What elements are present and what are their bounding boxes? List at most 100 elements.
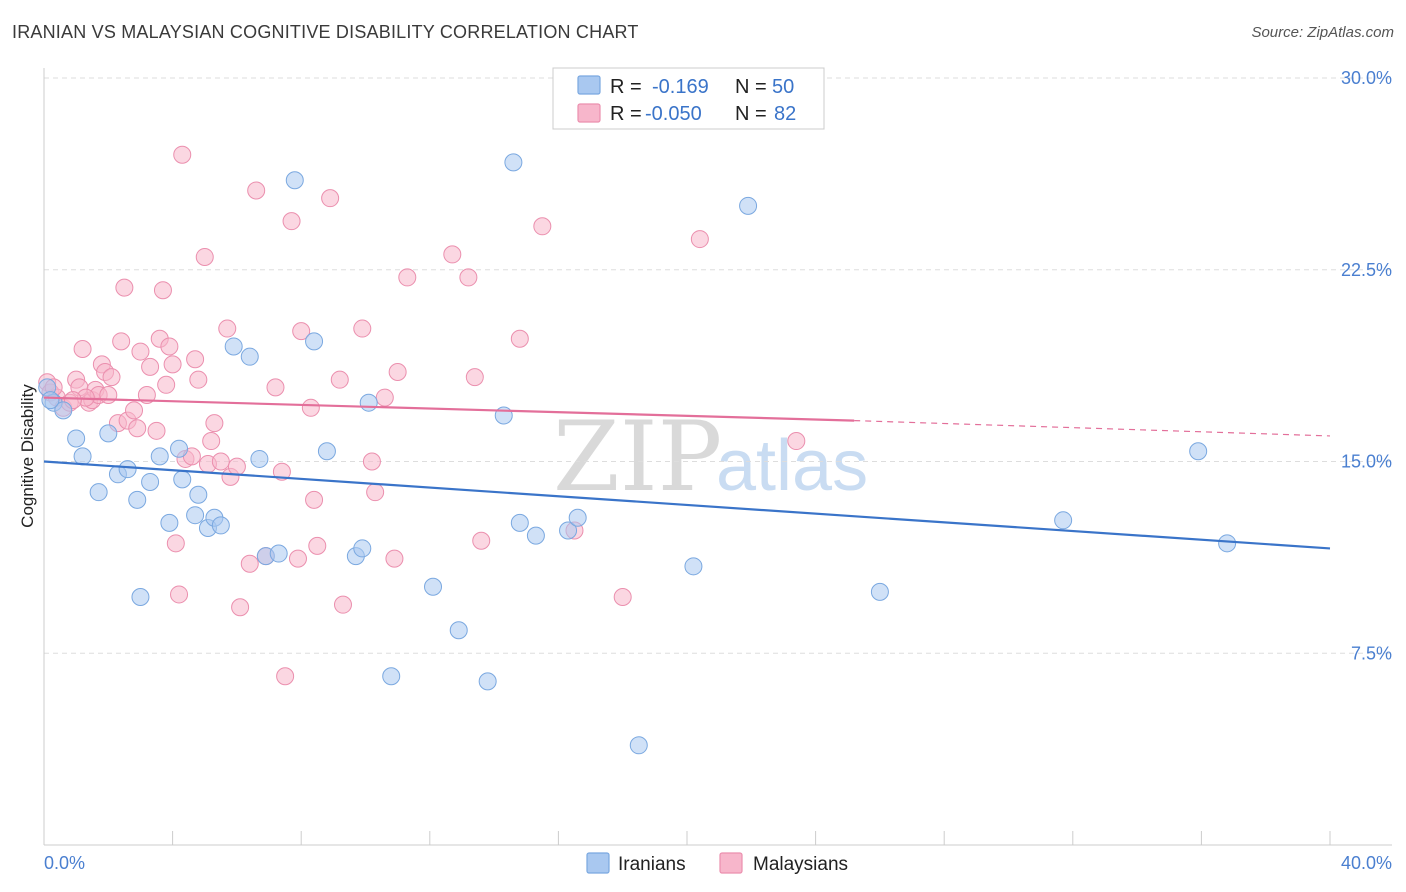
x-tick-label-min: 0.0% [44,853,85,873]
iranian-point [359,393,378,412]
malaysian-point [173,145,192,164]
watermark-zip: ZIP [553,401,722,513]
iranian-point [211,516,230,535]
iranian-point [118,460,137,479]
malaysian-point [305,490,324,509]
iranian-point [99,424,118,443]
malaysian-point [333,595,352,614]
malaysian-point [375,388,394,407]
iranian-point [240,347,259,366]
malaysian-point [153,281,172,300]
malaysian-point [160,337,179,356]
malaysian-point [170,585,189,604]
iranian-point [128,490,147,509]
legend-r-value-2: -0.050 [645,103,702,125]
malaysian-point [292,322,311,341]
iranian-point [629,736,648,755]
legend-n-value-1: 50 [772,76,794,98]
malaysian-point [247,181,266,200]
iranian-point [870,582,889,601]
malaysian-point [211,452,230,471]
malaysian-point [288,549,307,568]
iranian-point [526,526,545,545]
malaysian-point [510,329,529,348]
iranian-point [478,672,497,691]
malaysian-point [398,268,417,287]
malaysian-point [157,375,176,394]
iranian-point [353,539,372,558]
bottom-legend-malaysians: Malaysians [753,854,848,875]
malaysian-point [240,554,259,573]
bottom-legend-swatch-malaysians [719,852,743,874]
legend-r-label-2: R = [610,103,642,125]
y-tick-labels: 7.5% 15.0% 22.5% 30.0% [1341,68,1392,663]
malaysian-trend-extension [854,419,1331,437]
iranian-point [170,439,189,458]
malaysian-point [186,350,205,369]
legend-n-value-2: 82 [774,103,796,125]
legend-r-value-1: -0.169 [652,76,709,98]
y-tick-label: 30.0% [1341,68,1392,88]
source-label: Source: ZipAtlas.com [1251,24,1394,41]
legend-swatch-malaysians [577,103,601,123]
malaysian-point [787,432,806,451]
axes [43,68,1392,846]
malaysian-point [353,319,372,338]
malaysian-point [128,419,147,438]
iranian-point [559,521,578,540]
malaysian-point [366,483,385,502]
malaysian-point [112,332,131,351]
iranian-point [285,171,304,190]
malaysian-point [218,319,237,338]
malaysian-point [472,531,491,550]
malaysian-point [131,342,150,361]
malaysian-point [690,230,709,249]
malaysian-point [163,355,182,374]
x-tick-label-max: 40.0% [1341,853,1392,873]
malaysian-point [613,588,632,607]
legend-r-label-1: R = [610,76,642,98]
malaysian-point [362,452,381,471]
legend-swatch-iranians [577,75,601,95]
iranian-point [67,429,86,448]
bottom-legend: Iranians Malaysians [586,852,848,875]
legend-n-label-2: N = [735,103,767,125]
malaysian-point [459,268,478,287]
iranian-point [382,667,401,686]
iranian-point [141,472,160,491]
malaysian-point [166,534,185,553]
iranian-point [54,401,73,420]
iranian-point [160,513,179,532]
iranian-point [684,557,703,576]
malaysian-point [227,457,246,476]
malaysian-point [195,247,214,266]
iranian-point [424,577,443,596]
malaysian-trend-line [43,396,855,422]
iranian-point [510,513,529,532]
malaysian-point [99,386,118,405]
malaysian-point [321,189,340,208]
iranian-point [186,506,205,525]
malaysian-point [308,536,327,555]
bottom-legend-iranians: Iranians [618,854,686,875]
iranian-point [1189,442,1208,461]
malaysian-point [282,212,301,231]
legend-box: R = -0.169 N = 50 R = -0.050 N = 82 [552,67,825,130]
y-tick-label: 15.0% [1341,452,1392,472]
data-points [38,145,1237,755]
iranian-point [504,153,523,172]
malaysian-point [443,245,462,264]
legend-n-label-1: N = [735,76,767,98]
trend-lines [43,396,1331,550]
malaysian-point [141,357,160,376]
malaysian-point [205,414,224,433]
malaysian-point [301,398,320,417]
malaysian-point [385,549,404,568]
bottom-legend-swatch-iranians [586,852,610,874]
malaysian-point [388,363,407,382]
iranian-point [739,196,758,215]
chart-title: IRANIAN VS MALAYSIAN COGNITIVE DISABILIT… [12,22,639,42]
iranian-point [41,391,60,410]
iranian-point [150,447,169,466]
